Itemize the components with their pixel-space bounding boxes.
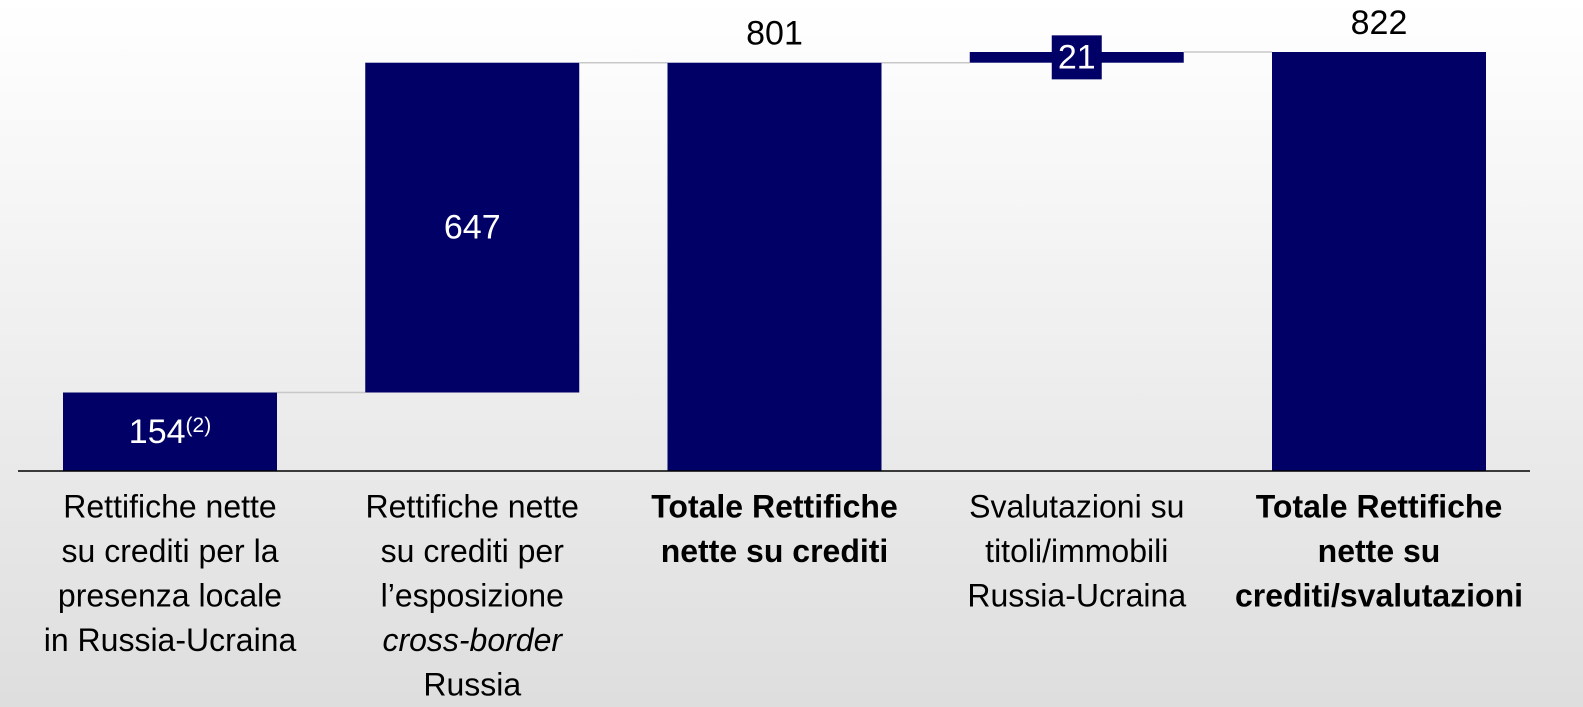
bar (1272, 52, 1486, 471)
value-label: 154(2) (129, 413, 211, 451)
category-label: Totale Rettifiche (1256, 488, 1503, 524)
value-label-box (1051, 35, 1102, 80)
category-label: in Russia-Ucraina (44, 622, 297, 658)
value-label-number: 647 (444, 209, 501, 247)
category-label: Rettifiche nette (366, 488, 579, 524)
category-label: Russia-Ucraina (967, 577, 1186, 613)
value-label: 21 (1058, 38, 1096, 76)
value-label-number: 801 (746, 15, 803, 53)
bar (667, 62, 882, 472)
value-label: 822 (1351, 4, 1408, 42)
category-label: l’esposizione (381, 577, 564, 613)
category-label: Svalutazioni su (969, 488, 1184, 524)
category-label: Russia (423, 666, 521, 702)
value-label: 801 (746, 15, 803, 53)
category-label: crediti/svalutazioni (1235, 577, 1523, 613)
value-label: 647 (444, 209, 501, 247)
category-label: nette su crediti (661, 533, 889, 569)
category-label: nette su (1318, 533, 1441, 569)
value-label-number: 21 (1058, 38, 1096, 76)
value-label-number: 822 (1351, 4, 1408, 42)
category-label: titoli/immobili (985, 533, 1168, 569)
category-label: cross-border (382, 622, 563, 658)
value-label-number: 154 (129, 413, 186, 451)
category-label: su crediti per (381, 533, 565, 569)
category-label: su crediti per la (62, 533, 279, 569)
category-label: Rettifiche nette (63, 488, 276, 524)
category-label: Totale Rettifiche (651, 488, 898, 524)
plot: 154(2) Rettifiche nette su crediti per la p… (44, 4, 1523, 702)
bar (63, 392, 277, 471)
bar (365, 62, 580, 393)
category-label: presenza locale (58, 577, 282, 613)
value-label-note: (2) (186, 413, 212, 436)
